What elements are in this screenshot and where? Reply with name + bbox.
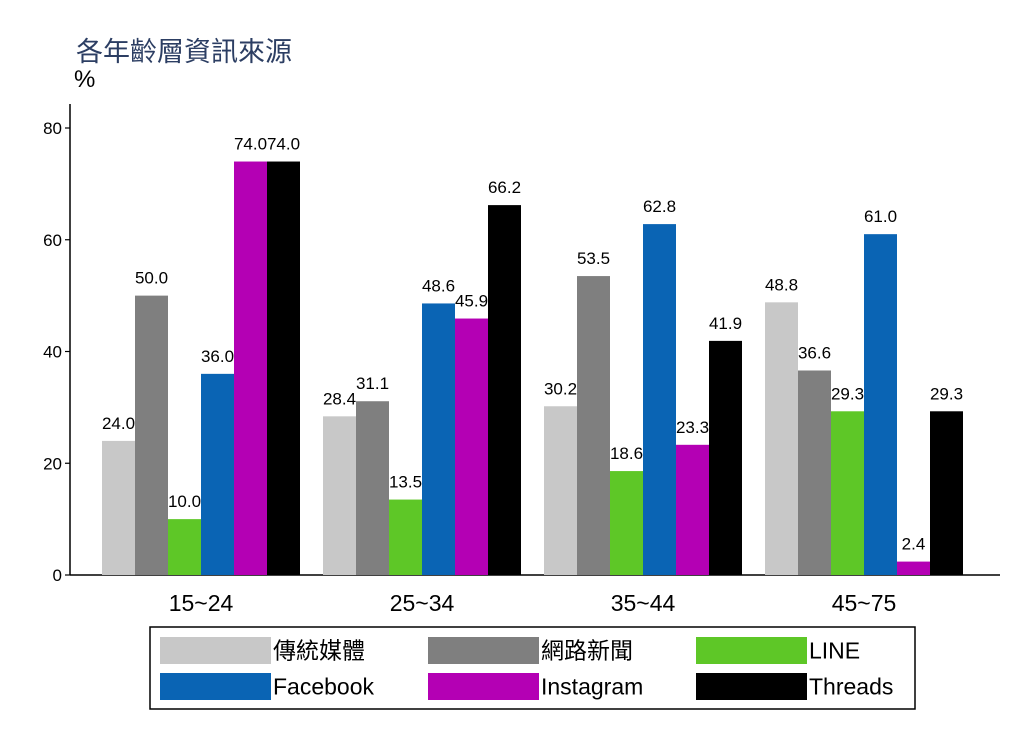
legend-swatch	[428, 637, 539, 664]
bar	[765, 302, 798, 575]
legend-label: LINE	[809, 638, 860, 664]
bar-value-label: 62.8	[643, 197, 676, 216]
bar	[676, 444, 709, 575]
bar	[389, 499, 422, 575]
y-axis-label: %	[74, 66, 96, 93]
legend-swatch	[160, 637, 271, 664]
x-tick-label: 25~34	[390, 590, 455, 616]
y-tick-label: 40	[43, 343, 62, 362]
bar-value-label: 10.0	[168, 492, 201, 511]
bar-value-label: 30.2	[544, 379, 577, 398]
bar-value-label: 74.0	[267, 135, 300, 154]
y-tick-label: 60	[43, 231, 62, 250]
bar	[831, 411, 864, 575]
legend-label: 傳統媒體	[273, 638, 365, 664]
bar-value-label: 45.9	[455, 292, 488, 311]
bar	[168, 519, 201, 575]
bar	[544, 406, 577, 575]
bar	[323, 416, 356, 575]
chart-title: 各年齡層資訊來源	[76, 37, 292, 68]
bar-value-label: 31.1	[356, 374, 389, 393]
legend-label: 網路新聞	[541, 638, 633, 664]
bar-value-label: 66.2	[488, 178, 521, 197]
bar-value-label: 50.0	[135, 269, 168, 288]
y-tick-label: 20	[43, 454, 62, 473]
bar-value-label: 2.4	[902, 535, 926, 554]
bar	[798, 370, 831, 575]
bar	[267, 161, 300, 575]
legend-swatch	[428, 673, 539, 700]
bar	[930, 411, 963, 575]
bar-value-label: 41.9	[709, 314, 742, 333]
bar	[455, 318, 488, 575]
bar	[356, 401, 389, 575]
bar	[709, 340, 742, 575]
bar-value-label: 36.6	[798, 343, 831, 362]
bar	[488, 205, 521, 576]
x-tick-label: 35~44	[611, 590, 676, 616]
bar-value-label: 53.5	[577, 249, 610, 268]
bar	[577, 276, 610, 575]
legend-swatch	[160, 673, 271, 700]
x-tick-label: 15~24	[169, 590, 234, 616]
bar	[610, 471, 643, 575]
bar-value-label: 13.5	[389, 473, 422, 492]
bar-value-label: 61.0	[864, 207, 897, 226]
bar-value-label: 74.0	[234, 135, 267, 154]
bar	[643, 224, 676, 576]
bar	[102, 440, 135, 575]
legend-label: Instagram	[541, 674, 643, 700]
bar-value-label: 29.3	[930, 384, 963, 403]
legend-swatch	[696, 673, 807, 700]
legend-label: Facebook	[273, 674, 375, 700]
y-tick-label: 80	[43, 119, 62, 138]
legend-label: Threads	[809, 674, 893, 700]
bar	[864, 234, 897, 575]
bar-value-label: 48.6	[422, 276, 455, 295]
bar-value-label: 36.0	[201, 347, 234, 366]
bar-value-label: 48.8	[765, 275, 798, 294]
bar	[135, 295, 168, 575]
bar-value-label: 18.6	[610, 444, 643, 463]
bar	[897, 561, 930, 575]
bar	[234, 161, 267, 575]
bar-value-label: 29.3	[831, 384, 864, 403]
x-tick-label: 45~75	[832, 590, 897, 616]
bar	[201, 373, 234, 575]
legend-swatch	[696, 637, 807, 664]
bar-value-label: 23.3	[676, 418, 709, 437]
y-tick-label: 0	[53, 566, 62, 585]
bar-value-label: 24.0	[102, 414, 135, 433]
bar-value-label: 28.4	[323, 389, 356, 408]
bar	[422, 303, 455, 575]
